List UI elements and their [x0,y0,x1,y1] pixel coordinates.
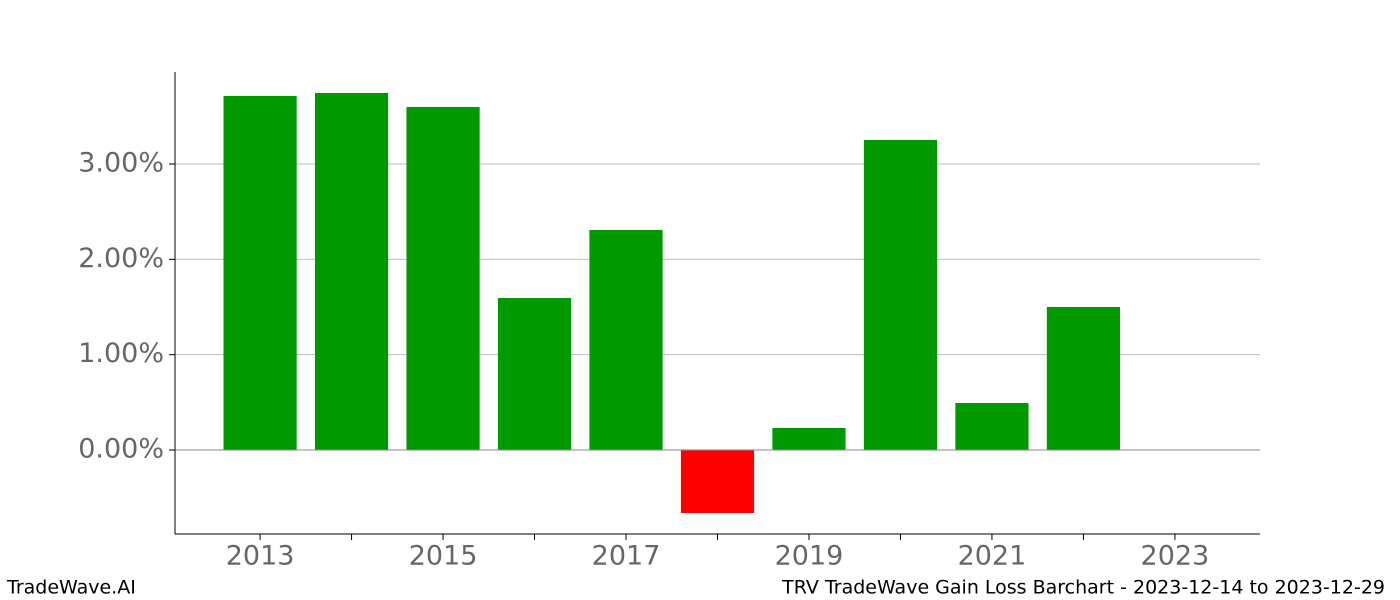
y-tick-label: 2.00% [78,243,164,274]
bar [223,96,297,451]
x-tick-label: 2023 [1141,541,1210,572]
x-tick-label: 2013 [226,541,295,572]
bar [497,298,572,451]
bar [589,229,663,451]
bar [1046,307,1121,451]
x-tick-label: 2021 [958,541,1027,572]
x-tick-label: 2017 [592,541,661,572]
bar [314,92,389,451]
bar [772,427,846,451]
y-tick-label: 0.00% [78,434,164,465]
footer-right: TRV TradeWave Gain Loss Barchart - 2023-… [781,577,1385,599]
bar [863,139,938,451]
y-tick-label: 3.00% [78,147,164,178]
footer-left: TradeWave.AI [6,577,136,599]
bar [406,106,480,451]
x-tick-label: 2015 [409,541,478,572]
x-tick-label: 2019 [775,541,844,572]
bar [955,403,1029,451]
bar [680,450,755,514]
y-tick-label: 1.00% [78,338,164,369]
